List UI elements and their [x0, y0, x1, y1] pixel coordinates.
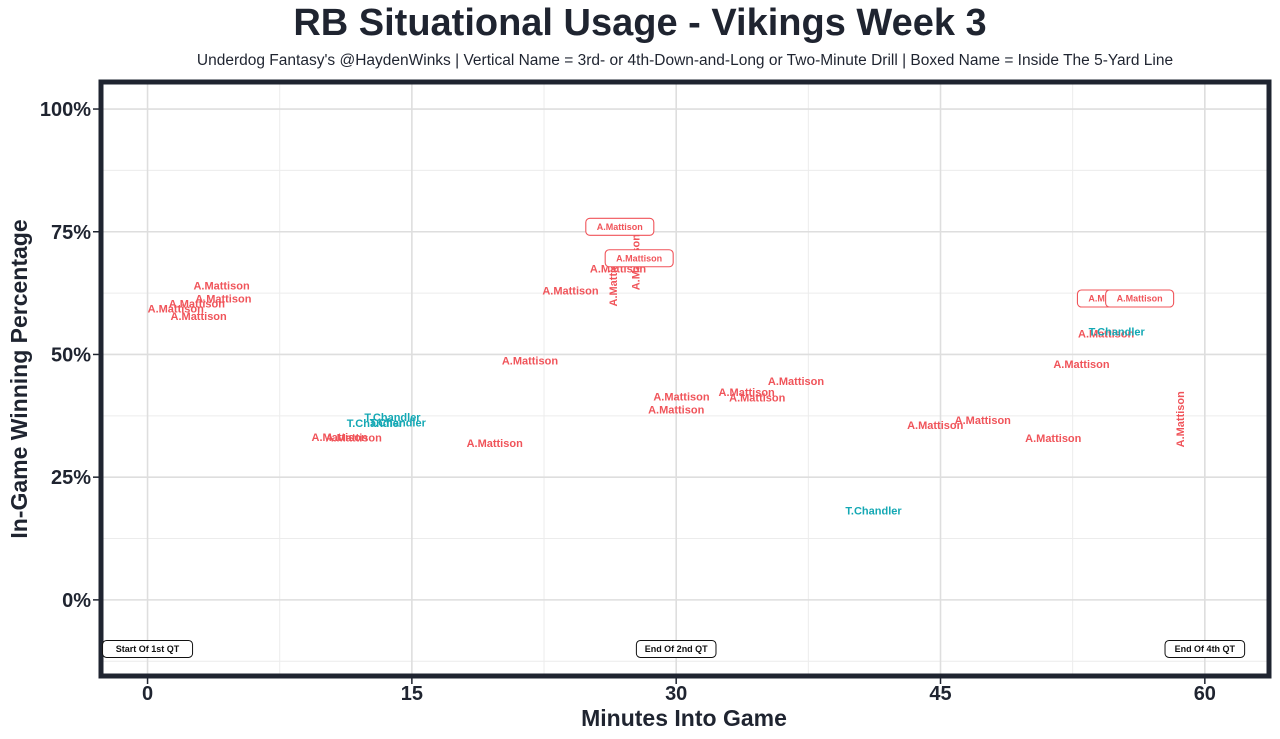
chart-subtitle: Underdog Fantasy's @HaydenWinks | Vertic…: [196, 52, 1174, 69]
axis-ticks: 0 15 30 45 60 0% 25% 50% 75% 100%: [40, 99, 1216, 705]
quarter-marker-label: Start Of 1st QT: [116, 644, 180, 654]
point-boxed: A.Mattison: [604, 249, 674, 268]
point-boxed: A.Mattison: [1105, 289, 1175, 308]
quarter-marker-label: End Of 2nd QT: [645, 644, 708, 654]
point-label: T.Chandler: [1089, 326, 1146, 338]
point-label: T.Chandler: [347, 418, 404, 430]
x-tick-label: 45: [929, 683, 951, 705]
point-label: A.Mattison: [148, 303, 205, 315]
quarter-marker-box: [1164, 639, 1246, 658]
y-tick-label: 0%: [62, 590, 91, 612]
point-label-vertical: A.Mattison: [1175, 391, 1187, 448]
y-tick-label: 100%: [40, 99, 91, 121]
point-label: A.Mattison: [542, 286, 599, 298]
y-tick-label: 25%: [51, 467, 91, 489]
point-label: A.Mattison: [1025, 433, 1082, 445]
point-label: A.Mattison: [1117, 294, 1163, 304]
point-label: A.Mattison: [768, 376, 825, 388]
point-label: A.Mattison: [312, 432, 369, 444]
point-label: A.Mattison: [171, 311, 228, 323]
point-label: A.Mattison: [907, 420, 964, 432]
quarter-markers: Start Of 1st QT End Of 2nd QT End Of 4th Q…: [102, 639, 1246, 658]
point-label: A.Mattison: [729, 393, 786, 405]
y-axis-title: In-Game Winning Percentage: [6, 219, 32, 538]
plot-panel: [98, 79, 1272, 679]
point-box: [604, 249, 674, 268]
y-tick-label: 50%: [51, 344, 91, 366]
quarter-marker: End Of 4th QT: [1164, 639, 1246, 658]
point-box: [585, 217, 655, 236]
point-boxed: A.Mattison: [585, 217, 655, 236]
point-label: A.Mattison: [616, 253, 662, 263]
point-label: A.Mattison: [648, 404, 705, 416]
quarter-marker-box: [102, 639, 194, 658]
x-tick-label: 60: [1194, 683, 1216, 705]
x-tick-label: 30: [665, 683, 687, 705]
point-label: A.Mattison: [597, 222, 643, 232]
x-axis-title: Minutes Into Game: [581, 705, 787, 731]
point-label: A.Mattison: [653, 392, 710, 404]
point-label: A.Mattison: [195, 294, 252, 306]
y-tick-label: 75%: [51, 222, 91, 244]
point-label: A.Mattison: [955, 415, 1012, 427]
point-label: A.Mattison: [1078, 328, 1135, 340]
point-label: A.Mattison: [467, 438, 524, 450]
point-label: A.Mattison: [1053, 359, 1110, 371]
point-label: T.Chandler: [364, 412, 421, 424]
quarter-marker-label: End Of 4th QT: [1175, 644, 1236, 654]
quarter-marker: End Of 2nd QT: [635, 639, 717, 658]
quarter-marker-box: [635, 639, 717, 658]
x-tick-label: 15: [401, 683, 423, 705]
point-label: T.Chandler: [845, 506, 902, 518]
point-label: A.Mattison: [502, 355, 559, 367]
chart-title: RB Situational Usage - Vikings Week 3: [293, 2, 987, 44]
point-label: A.Mattison: [169, 298, 226, 310]
point-label: T.Chandler: [370, 418, 427, 430]
quarter-marker: Start Of 1st QT: [102, 639, 194, 658]
point-labels: A.MattisonA.MattisonA.MattisonA.Mattison…: [148, 217, 1187, 518]
point-label: A.Mattison: [193, 280, 250, 292]
gridlines: [103, 84, 1267, 674]
point-label: A.Mattison: [719, 387, 776, 399]
x-tick-label: 0: [142, 683, 153, 705]
point-box: [1105, 289, 1175, 308]
point-label: A.Mattison: [326, 432, 383, 444]
